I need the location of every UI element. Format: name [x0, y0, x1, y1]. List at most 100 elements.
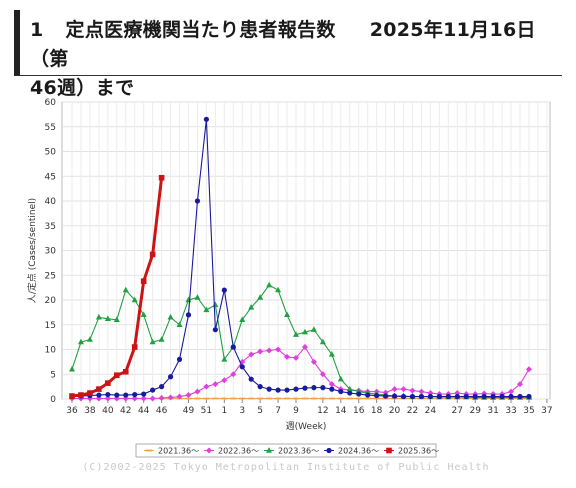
data-point-2023.36〜	[284, 311, 291, 318]
data-point-2023.36〜	[140, 311, 147, 318]
data-point-2021.36〜	[337, 397, 344, 400]
data-point-2021.36〜	[266, 397, 273, 400]
data-point-2024.36〜	[185, 312, 192, 318]
data-point-2022.36〜	[194, 388, 201, 395]
data-point-2022.36〜	[284, 353, 291, 360]
data-point-2024.36〜	[230, 344, 236, 350]
data-point-2024.36〜	[176, 356, 183, 362]
data-point-2024.36〜	[454, 393, 460, 400]
data-point-2022.36〜	[301, 344, 308, 351]
data-point-2024.36〜	[257, 384, 263, 390]
data-point-2024.36〜	[499, 393, 505, 400]
legend-marker	[326, 447, 332, 454]
y-tick-label: 55	[45, 123, 56, 133]
data-point-2021.36〜	[230, 397, 237, 400]
data-point-2021.36〜	[239, 397, 246, 400]
x-tick-label: 38	[84, 406, 96, 416]
data-point-2021.36〜	[301, 397, 308, 400]
data-point-2022.36〜	[418, 388, 425, 395]
data-point-2023.36〜	[310, 326, 317, 332]
data-point-2022.36〜	[409, 387, 416, 394]
data-point-2022.36〜	[230, 371, 237, 378]
x-tick-label: 31	[487, 406, 498, 416]
data-point-2021.36〜	[284, 397, 291, 400]
data-point-2022.36〜	[149, 395, 156, 402]
data-point-2022.36〜	[310, 358, 317, 365]
section-heading: 1 定点医療機関当たり患者報告数 2025年11月16日（第 46週）まで	[14, 10, 562, 99]
x-tick-label: 40	[102, 406, 114, 416]
legend-label: 2024.36〜	[338, 447, 379, 456]
x-tick-label: 37	[541, 406, 552, 416]
data-point-2024.36〜	[302, 385, 308, 391]
series-line-2024.36〜	[71, 119, 529, 398]
legend-marker	[206, 447, 212, 454]
data-point-2023.36〜	[203, 306, 210, 313]
data-point-2021.36〜	[248, 397, 255, 400]
y-tick-label: 50	[45, 148, 57, 158]
legend-label: 2022.36〜	[218, 447, 259, 456]
x-tick-label: 3	[239, 406, 245, 416]
series-line-2022.36〜	[72, 346, 530, 400]
data-point-2021.36〜	[194, 397, 201, 400]
data-point-2024.36〜	[463, 393, 469, 400]
data-point-2022.36〜	[275, 346, 282, 353]
data-point-2024.36〜	[221, 287, 227, 293]
date-range-start: 2025年11月16日（第	[30, 19, 536, 70]
legend-marker	[266, 447, 272, 453]
y-tick-label: 25	[45, 271, 56, 281]
data-point-2022.36〜	[328, 381, 335, 388]
data-point-2023.36〜	[95, 313, 102, 320]
legend-label: 2023.36〜	[278, 447, 319, 456]
data-point-2021.36〜	[373, 397, 380, 400]
x-tick-label: 46	[156, 406, 168, 416]
data-point-2023.36〜	[328, 351, 335, 357]
y-tick-label: 10	[45, 346, 57, 356]
x-tick-label: 22	[407, 406, 418, 416]
data-point-2021.36〜	[293, 397, 299, 400]
data-point-2024.36〜	[338, 388, 344, 395]
data-point-2024.36〜	[311, 385, 317, 391]
data-point-2024.36〜	[150, 387, 156, 393]
data-point-2024.36〜	[123, 392, 129, 398]
y-tick-label: 35	[45, 222, 56, 232]
data-point-2022.36〜	[508, 388, 515, 395]
data-point-2022.36〜	[131, 395, 138, 402]
data-point-2023.36〜	[319, 338, 326, 345]
data-point-2025.36〜	[114, 372, 120, 379]
y-tick-label: 0	[50, 395, 56, 405]
data-point-2023.36〜	[194, 294, 201, 300]
data-point-2024.36〜	[141, 391, 147, 397]
data-point-2024.36〜	[400, 393, 407, 400]
data-point-2024.36〜	[517, 393, 523, 400]
data-point-2024.36〜	[472, 393, 478, 400]
x-tick-label: 49	[183, 406, 195, 416]
data-point-2024.36〜	[293, 386, 299, 392]
data-point-2023.36〜	[248, 304, 255, 310]
data-point-2021.36〜	[355, 397, 362, 400]
x-tick-label: 12	[317, 406, 328, 416]
section-title: 定点医療機関当たり患者報告数	[65, 19, 336, 41]
data-point-2025.36〜	[96, 386, 102, 392]
y-tick-label: 20	[45, 296, 57, 306]
data-point-2025.36〜	[122, 368, 129, 375]
data-point-2023.36〜	[158, 336, 165, 342]
x-tick-label: 51	[201, 406, 212, 416]
data-point-2025.36〜	[140, 278, 147, 284]
y-tick-label: 30	[45, 247, 57, 257]
y-tick-label: 60	[45, 98, 57, 108]
data-point-2023.36〜	[346, 385, 353, 392]
data-point-2023.36〜	[275, 286, 282, 293]
data-point-2022.36〜	[221, 377, 228, 384]
data-point-2023.36〜	[257, 294, 264, 300]
data-point-2021.36〜	[328, 397, 335, 400]
data-point-2024.36〜	[212, 327, 218, 333]
data-point-2023.36〜	[301, 328, 308, 335]
data-point-2025.36〜	[69, 393, 75, 399]
data-point-2022.36〜	[525, 366, 532, 373]
x-tick-label: 9	[293, 406, 299, 416]
y-axis-title: 人/定点 (Cases/sentinel)	[26, 198, 38, 303]
data-point-2022.36〜	[319, 371, 326, 378]
data-point-2023.36〜	[266, 281, 273, 288]
data-point-2025.36〜	[158, 174, 165, 181]
x-tick-label: 5	[257, 406, 263, 416]
